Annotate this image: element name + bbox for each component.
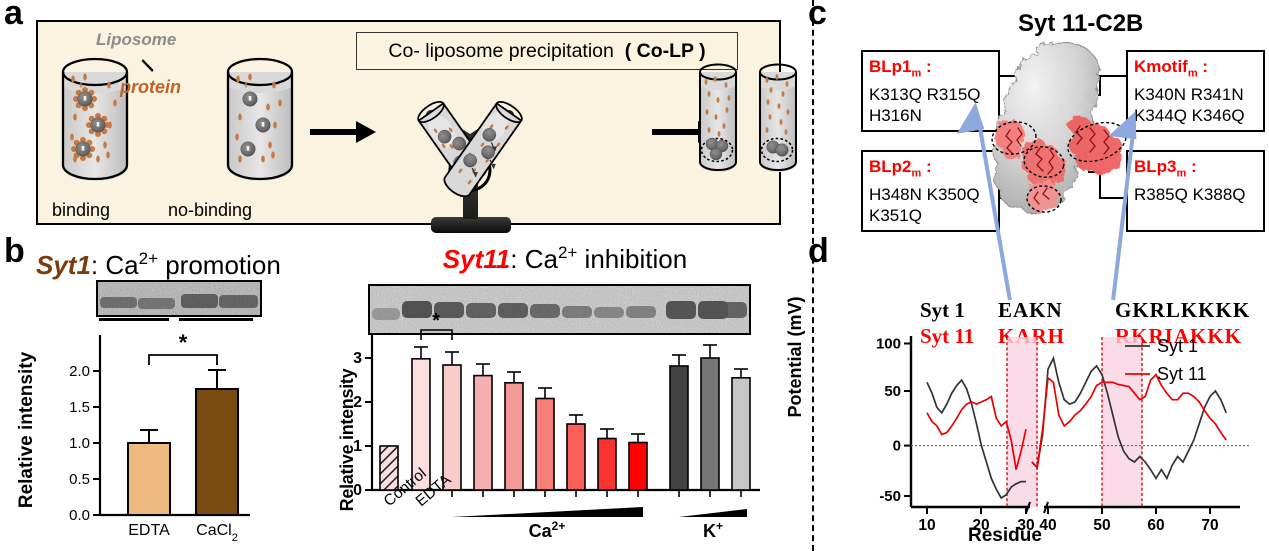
svg-text:K+: K+: [703, 519, 723, 541]
svg-text:50: 50: [1093, 517, 1110, 534]
svg-text:2.0: 2.0: [69, 363, 90, 380]
svg-text:70: 70: [1201, 517, 1218, 534]
svg-text:0.0: 0.0: [69, 507, 90, 524]
svg-text:50: 50: [884, 383, 901, 400]
svg-text:10: 10: [918, 517, 935, 534]
svg-text:CaCl2: CaCl2: [196, 522, 238, 544]
svg-text:1.5: 1.5: [69, 399, 90, 416]
svg-text:Ca2+: Ca2+: [529, 519, 566, 541]
svg-text:40: 40: [1039, 517, 1056, 534]
svg-text:Syt 1: Syt 1: [1157, 336, 1198, 356]
svg-text:100: 100: [876, 336, 901, 353]
svg-text:-50: -50: [879, 488, 901, 505]
svg-text:EDTA: EDTA: [128, 522, 170, 539]
svg-text:1.0: 1.0: [69, 435, 90, 452]
svg-text:Syt 11: Syt 11: [1157, 364, 1207, 384]
svg-text:0: 0: [893, 438, 901, 455]
svg-text:*: *: [179, 330, 188, 355]
svg-text:*: *: [432, 310, 440, 332]
svg-text:0.5: 0.5: [69, 471, 90, 488]
svg-text:60: 60: [1147, 517, 1164, 534]
